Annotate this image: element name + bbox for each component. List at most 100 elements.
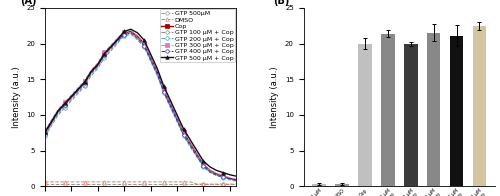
GTP 500 μM + Cop bbox=[207, 166, 213, 168]
Cop bbox=[220, 175, 226, 177]
GTP 500μM bbox=[95, 183, 101, 185]
GTP 400 μM + Cop bbox=[207, 171, 213, 173]
GTP 200 μM + Cop bbox=[227, 179, 233, 181]
Cop bbox=[148, 57, 154, 59]
GTP 100 μM + Cop bbox=[62, 107, 68, 109]
GTP 100 μM + Cop bbox=[168, 104, 173, 107]
GTP 500μM bbox=[180, 183, 186, 185]
GTP 400 μM + Cop bbox=[128, 32, 134, 34]
GTP 100 μM + Cop bbox=[42, 135, 48, 137]
GTP 500μM bbox=[214, 183, 220, 185]
GTP 100 μM + Cop bbox=[82, 85, 87, 87]
Line: GTP 500μM: GTP 500μM bbox=[44, 182, 238, 186]
GTP 500 μM + Cop bbox=[168, 99, 173, 102]
GTP 400 μM + Cop bbox=[121, 34, 127, 36]
GTP 300 μM + Cop bbox=[121, 31, 127, 33]
GTP 300 μM + Cop bbox=[102, 51, 107, 53]
GTP 300 μM + Cop bbox=[141, 42, 147, 44]
GTP 400 μM + Cop bbox=[134, 37, 140, 40]
GTP 100 μM + Cop bbox=[114, 42, 120, 45]
GTP 200 μM + Cop bbox=[108, 48, 114, 50]
GTP 500μM bbox=[62, 183, 68, 185]
GTP 400 μM + Cop bbox=[48, 122, 54, 124]
GTP 400 μM + Cop bbox=[82, 82, 87, 85]
GTP 500 μM + Cop bbox=[114, 38, 120, 40]
GTP 500 μM + Cop bbox=[200, 160, 206, 162]
GTP 100 μM + Cop bbox=[128, 32, 134, 34]
Cop bbox=[128, 30, 134, 33]
Cop bbox=[154, 71, 160, 73]
DMSO bbox=[62, 181, 68, 183]
GTP 500μM bbox=[207, 183, 213, 185]
GTP 500 μM + Cop bbox=[154, 67, 160, 70]
GTP 400 μM + Cop bbox=[174, 119, 180, 122]
GTP 200 μM + Cop bbox=[42, 134, 48, 136]
GTP 100 μM + Cop bbox=[88, 74, 94, 77]
DMSO bbox=[75, 181, 81, 183]
Cop bbox=[168, 103, 173, 105]
GTP 200 μM + Cop bbox=[48, 123, 54, 125]
GTP 500 μM + Cop bbox=[141, 39, 147, 41]
DMSO bbox=[82, 181, 87, 183]
GTP 200 μM + Cop bbox=[188, 146, 194, 148]
DMSO bbox=[108, 181, 114, 183]
DMSO bbox=[95, 181, 101, 183]
GTP 500 μM + Cop bbox=[102, 52, 107, 55]
Cop bbox=[55, 110, 61, 113]
Cop bbox=[180, 132, 186, 134]
GTP 500 μM + Cop bbox=[188, 139, 194, 141]
GTP 200 μM + Cop bbox=[141, 46, 147, 48]
GTP 500 μM + Cop bbox=[220, 172, 226, 174]
GTP 300 μM + Cop bbox=[108, 44, 114, 46]
Cop bbox=[62, 103, 68, 105]
GTP 200 μM + Cop bbox=[174, 121, 180, 123]
GTP 200 μM + Cop bbox=[148, 60, 154, 63]
GTP 500 μM + Cop bbox=[234, 175, 239, 177]
GTP 200 μM + Cop bbox=[180, 135, 186, 137]
GTP 500 μM + Cop bbox=[121, 30, 127, 33]
GTP 200 μM + Cop bbox=[95, 66, 101, 68]
Cop bbox=[194, 153, 200, 155]
Text: (B): (B) bbox=[273, 0, 289, 6]
DMSO bbox=[200, 183, 206, 185]
GTP 400 μM + Cop bbox=[148, 59, 154, 61]
GTP 100 μM + Cop bbox=[207, 170, 213, 172]
GTP 300 μM + Cop bbox=[95, 62, 101, 64]
DMSO bbox=[68, 181, 74, 183]
GTP 100 μM + Cop bbox=[180, 133, 186, 135]
GTP 300 μM + Cop bbox=[88, 69, 94, 71]
Cop bbox=[75, 89, 81, 91]
GTP 100 μM + Cop bbox=[161, 90, 167, 93]
GTP 100 μM + Cop bbox=[121, 33, 127, 35]
GTP 500μM bbox=[48, 183, 54, 185]
DMSO bbox=[121, 181, 127, 183]
GTP 500μM bbox=[188, 183, 194, 185]
GTP 500 μM + Cop bbox=[88, 70, 94, 73]
Line: GTP 400 μM + Cop: GTP 400 μM + Cop bbox=[44, 31, 238, 182]
Cop bbox=[114, 39, 120, 41]
GTP 500 μM + Cop bbox=[75, 88, 81, 90]
GTP 300 μM + Cop bbox=[134, 34, 140, 37]
GTP 400 μM + Cop bbox=[161, 91, 167, 93]
GTP 400 μM + Cop bbox=[141, 44, 147, 47]
GTP 300 μM + Cop bbox=[200, 163, 206, 165]
GTP 500μM bbox=[200, 183, 206, 185]
GTP 500μM bbox=[220, 183, 226, 185]
DMSO bbox=[220, 183, 226, 185]
GTP 500μM bbox=[108, 183, 114, 185]
Cop bbox=[42, 132, 48, 134]
DMSO bbox=[180, 181, 186, 183]
Cop bbox=[82, 82, 87, 84]
GTP 400 μM + Cop bbox=[55, 111, 61, 113]
DMSO bbox=[141, 181, 147, 183]
GTP 500μM bbox=[174, 183, 180, 185]
DMSO bbox=[55, 181, 61, 183]
GTP 400 μM + Cop bbox=[88, 72, 94, 74]
GTP 100 μM + Cop bbox=[55, 114, 61, 116]
GTP 400 μM + Cop bbox=[188, 144, 194, 147]
GTP 500μM bbox=[128, 183, 134, 185]
GTP 400 μM + Cop bbox=[200, 165, 206, 167]
GTP 100 μM + Cop bbox=[154, 72, 160, 75]
GTP 500μM bbox=[161, 183, 167, 185]
GTP 200 μM + Cop bbox=[82, 84, 87, 86]
